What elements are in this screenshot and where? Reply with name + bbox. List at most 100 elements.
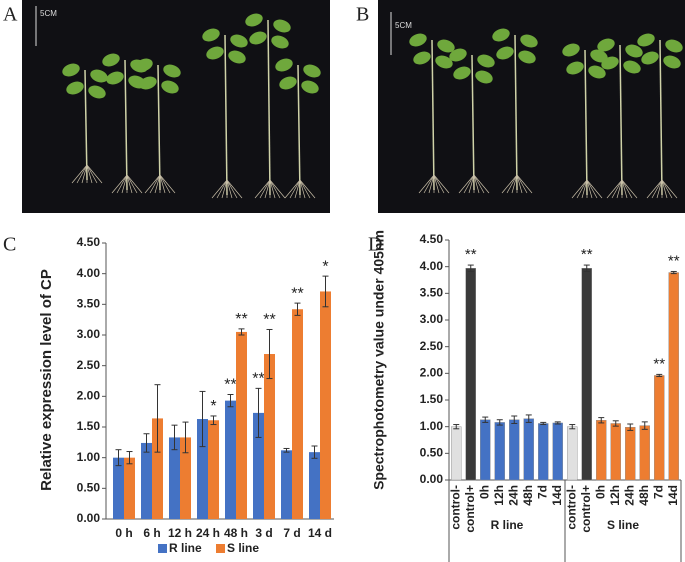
plant-leaf — [88, 85, 106, 99]
plant-root — [226, 179, 243, 199]
plant-root — [121, 174, 128, 194]
x-tick-label: 14 d — [308, 526, 332, 540]
plant-leaf — [102, 53, 120, 67]
error-bar — [540, 421, 547, 426]
significance: ** — [581, 246, 593, 263]
significance: ** — [668, 252, 680, 269]
plant-root — [294, 179, 301, 199]
bar — [320, 291, 331, 519]
scale-label: 5CM — [40, 9, 57, 18]
bar — [169, 437, 180, 519]
plant-leaf — [562, 43, 580, 57]
plant-leaf — [413, 51, 431, 65]
plant-root — [216, 179, 228, 199]
plant-root — [516, 174, 523, 194]
error-bar — [294, 302, 301, 316]
y-tick-label: 0.00 — [77, 511, 101, 525]
plant-root — [126, 174, 143, 194]
plant-root — [661, 179, 668, 199]
error-bar — [598, 417, 605, 424]
x-tick-label: control- — [564, 485, 578, 530]
y-tick-label: 1.00 — [77, 450, 101, 464]
plant-leaf — [665, 39, 683, 53]
error-bar — [627, 423, 634, 431]
plant-root — [621, 179, 633, 199]
plant-root — [159, 174, 171, 194]
plant-root — [86, 164, 93, 184]
error-bar — [453, 424, 460, 430]
plant-root — [299, 179, 306, 199]
plant-root — [264, 179, 271, 199]
x-tick-label: 7d — [535, 485, 549, 499]
bar — [292, 309, 303, 519]
plant-leaf — [625, 44, 643, 58]
plant-leaf — [245, 13, 263, 27]
error-bar — [612, 420, 619, 427]
x-tick-label: 3 d — [255, 526, 272, 540]
error-bar — [554, 421, 561, 425]
significance: ** — [465, 246, 477, 263]
plant-leaf — [588, 65, 606, 79]
plant-stem — [619, 44, 623, 196]
x-tick-label: 6 h — [143, 526, 160, 540]
plant-leaf — [437, 39, 455, 53]
panel-label: B — [356, 4, 369, 26]
x-tick-label: 0h — [593, 485, 607, 499]
bar — [253, 412, 264, 519]
error-bar — [266, 328, 273, 380]
plant-root — [473, 174, 490, 194]
plant-root — [656, 179, 663, 199]
x-tick-label: 12h — [608, 485, 622, 506]
plant-root — [211, 179, 228, 199]
plant-leaf — [492, 28, 510, 42]
significance: ** — [263, 312, 275, 329]
y-tick-label: 4.00 — [420, 259, 444, 273]
y-tick-label: 3.50 — [420, 286, 444, 300]
bar — [465, 268, 476, 481]
plant-root — [126, 174, 138, 194]
plant-root — [149, 174, 161, 194]
plant-root — [586, 179, 593, 199]
plant-root — [428, 174, 435, 194]
plant-leaf — [228, 50, 246, 64]
panel-label: D — [368, 234, 382, 256]
plant-leaf — [520, 34, 538, 48]
error-bar — [467, 264, 474, 272]
legend-label: S line — [227, 541, 259, 555]
plant-root — [621, 179, 628, 199]
plant-leaf — [409, 33, 427, 47]
y-tick-label: 1.50 — [420, 392, 444, 406]
plant-leaf — [271, 35, 289, 49]
error-bar — [210, 415, 217, 426]
plant-leaf — [90, 69, 108, 83]
bar — [141, 442, 152, 519]
plant-root — [586, 179, 598, 199]
x-tick-label: 7d — [651, 485, 665, 499]
error-bar — [255, 387, 262, 438]
error-bar — [670, 270, 677, 275]
photo-b — [378, 0, 685, 213]
legend-swatch — [216, 544, 225, 553]
significance: ** — [653, 355, 665, 372]
error-bar — [171, 424, 178, 451]
plant-root — [159, 174, 166, 194]
plant-leaf — [161, 80, 179, 94]
scale-label: 5CM — [395, 21, 412, 30]
plant-leaf — [637, 33, 655, 47]
y-tick-label: 1.50 — [77, 419, 101, 433]
x-tick-label: control- — [448, 485, 462, 530]
plant-root — [269, 179, 281, 199]
y-tick-label: 3.00 — [420, 312, 444, 326]
bar — [113, 457, 124, 519]
bar — [152, 418, 163, 519]
plant-root — [226, 179, 233, 199]
significance: * — [210, 398, 216, 415]
plant-root — [661, 179, 678, 199]
plant-leaf — [163, 64, 181, 78]
plant-root — [269, 179, 276, 199]
bar — [451, 426, 462, 481]
error-bar — [283, 447, 290, 453]
bar — [610, 423, 621, 481]
plant-stem — [471, 54, 475, 191]
error-bar — [311, 445, 318, 459]
